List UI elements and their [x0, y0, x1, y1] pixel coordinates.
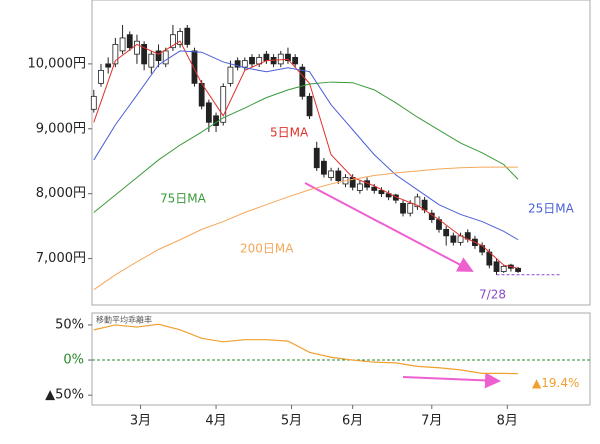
ma-label: 5日MA [270, 126, 309, 140]
candle-body [400, 203, 406, 214]
y-tick-label: 10,000円 [28, 56, 87, 71]
candle-body [378, 190, 385, 195]
candle-body [177, 31, 183, 45]
ma-label: 200日MA [240, 242, 294, 256]
candle-body [148, 53, 155, 68]
candle-body [313, 147, 320, 169]
candle-body [493, 261, 500, 272]
y-tick-label: 0% [63, 353, 84, 368]
y-tick-label: 8,000円 [36, 186, 86, 201]
candle-body [328, 170, 335, 178]
candle-body [356, 183, 363, 191]
candle-body [112, 44, 119, 65]
candle-body [105, 63, 112, 68]
candle-body [184, 27, 191, 45]
ma-label: 75日MA [160, 192, 207, 206]
ma-line [93, 40, 519, 269]
candle-body [220, 86, 227, 123]
x-tick-label: 8月 [497, 414, 518, 429]
x-tick-label: 4月 [205, 414, 226, 429]
ma-line [93, 166, 519, 291]
ma-line [93, 81, 519, 213]
candle-body [170, 34, 176, 49]
candle-body [515, 267, 521, 272]
x-tick-label: 3月 [130, 414, 151, 429]
candle-body [263, 53, 270, 62]
x-tick-label: 7月 [421, 414, 442, 429]
candle-body [292, 57, 299, 65]
ma-label: 25日MA [528, 202, 575, 216]
candle-body [285, 53, 291, 62]
candle-body [90, 95, 97, 110]
low-marker-label: 7/28 [479, 287, 506, 301]
candle-body [205, 102, 212, 123]
candle-body [155, 50, 162, 62]
candle-body [241, 60, 248, 68]
candle-body [407, 203, 414, 214]
main-frame [91, 0, 591, 306]
candle-body [98, 69, 104, 84]
y-tick-label: 9,000円 [36, 121, 86, 136]
x-tick-label: 6月 [342, 414, 363, 429]
candle-body [277, 53, 284, 65]
candle-body [134, 40, 140, 55]
candle-body [249, 57, 255, 65]
candle-body [306, 95, 313, 117]
candle-body [162, 50, 169, 65]
candle-body [227, 66, 234, 84]
candle-body [119, 37, 126, 52]
candle-body [126, 34, 133, 49]
sub-frame [91, 312, 591, 406]
candle-body [443, 228, 450, 237]
y-tick-label: 7,000円 [36, 251, 86, 266]
deviation-line [93, 323, 519, 375]
candle-body [191, 50, 198, 84]
candle-body [371, 186, 378, 191]
deviation-end-label: ▲19.4% [532, 376, 579, 390]
candle-body [500, 265, 507, 272]
y-tick-label: 50% [55, 317, 84, 332]
x-tick-label: 5月 [281, 414, 302, 429]
candle-body [299, 66, 306, 97]
candle-body [234, 60, 241, 68]
trend-arrow [402, 372, 501, 389]
y-tick-label: ▲50% [45, 388, 84, 403]
candle-body [414, 196, 421, 208]
trend-arrow [304, 182, 474, 272]
ma-line [93, 50, 519, 241]
candle-body [141, 44, 148, 65]
candle-body [450, 235, 457, 243]
sub-title: 移動平均乖離率 [96, 315, 152, 325]
candle-body [321, 160, 327, 175]
candle-body [335, 170, 342, 182]
